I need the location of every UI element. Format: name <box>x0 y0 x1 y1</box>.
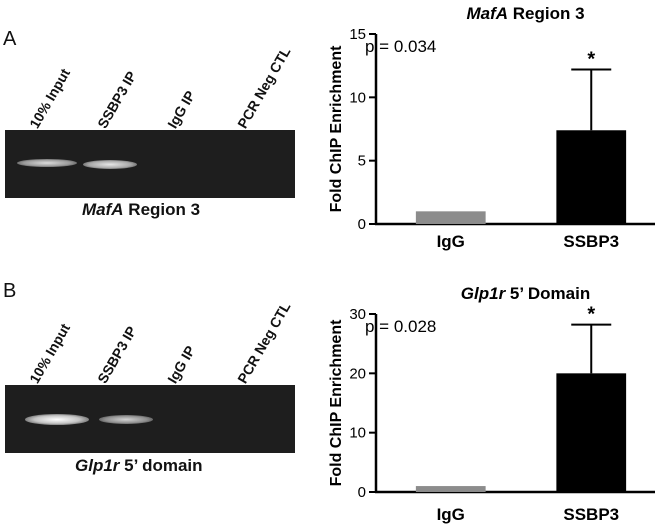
bar-chart-glp1r: Glp1r 5’ Domain Fold ChIP Enrichment 0 10 20… <box>328 284 655 524</box>
x-category-label: IgG <box>437 505 465 524</box>
gel-caption-a: MafA Region 3 <box>82 200 200 220</box>
panel-letter-a: A <box>3 28 17 50</box>
chart-title-gene: MafA <box>466 4 508 23</box>
bar-igg <box>415 486 486 492</box>
bar-ssbp3 <box>556 130 627 224</box>
gel-caption-rest: Region 3 <box>123 200 201 219</box>
lane-label-igg-ip: IgG IP <box>164 342 199 386</box>
bar-ssbp3 <box>556 373 627 492</box>
y-tick-label: 10 <box>349 425 366 442</box>
y-axis-label: Fold ChIP Enrichment <box>328 45 345 213</box>
significance-marker: * <box>587 304 595 326</box>
bar-igg <box>415 211 486 224</box>
y-tick-label: 30 <box>349 306 366 323</box>
y-tick-label: 20 <box>349 365 366 382</box>
bar-chart-mafa: MafA Region 3 Fold ChIP Enrichment 0 5 10 15 I… <box>328 4 655 251</box>
lane-label-input: 10% Input <box>26 320 74 386</box>
lane-label-pcr-neg: PCR Neg CTL <box>234 299 294 386</box>
gel-image-b <box>5 385 295 453</box>
gel-image-a <box>5 130 295 198</box>
lane-label-ssbp3-ip: SSBP3 IP <box>94 323 140 386</box>
gel-caption-rest: 5’ domain <box>119 456 203 475</box>
chart-title-rest: Region 3 <box>508 4 585 23</box>
lane-label-input: 10% Input <box>26 65 74 131</box>
p-value-annotation: p = 0.028 <box>365 317 436 336</box>
gel-band <box>83 160 137 169</box>
chart-title-rest: 5’ Domain <box>505 284 590 303</box>
x-category-label: SSBP3 <box>563 232 619 251</box>
x-category-label: IgG <box>437 232 465 251</box>
gel-band <box>17 159 77 167</box>
y-tick-label: 0 <box>358 216 366 233</box>
y-tick-label: 5 <box>358 153 366 170</box>
x-category-label: SSBP3 <box>563 505 619 524</box>
gel-band <box>25 414 89 425</box>
panel-letter-b: B <box>3 280 17 302</box>
significance-marker: * <box>587 48 595 70</box>
gel-caption-b: Glp1r 5’ domain <box>75 456 203 476</box>
lane-label-igg-ip: IgG IP <box>164 87 199 131</box>
gel-band <box>99 415 153 424</box>
gel-caption-gene: Glp1r <box>75 456 120 475</box>
lane-label-pcr-neg: PCR Neg CTL <box>234 44 294 131</box>
y-tick-label: 0 <box>358 484 366 501</box>
chart-title: Glp1r 5’ Domain <box>461 284 590 303</box>
gel-caption-gene: MafA <box>82 200 124 219</box>
y-tick-label: 10 <box>349 89 366 106</box>
chart-title-gene: Glp1r <box>461 284 507 303</box>
lane-label-ssbp3-ip: SSBP3 IP <box>94 68 140 131</box>
y-tick-label: 15 <box>349 26 366 43</box>
chart-title: MafA Region 3 <box>466 4 584 23</box>
y-axis-label: Fold ChIP Enrichment <box>328 319 345 487</box>
p-value-annotation: p = 0.034 <box>365 37 436 56</box>
